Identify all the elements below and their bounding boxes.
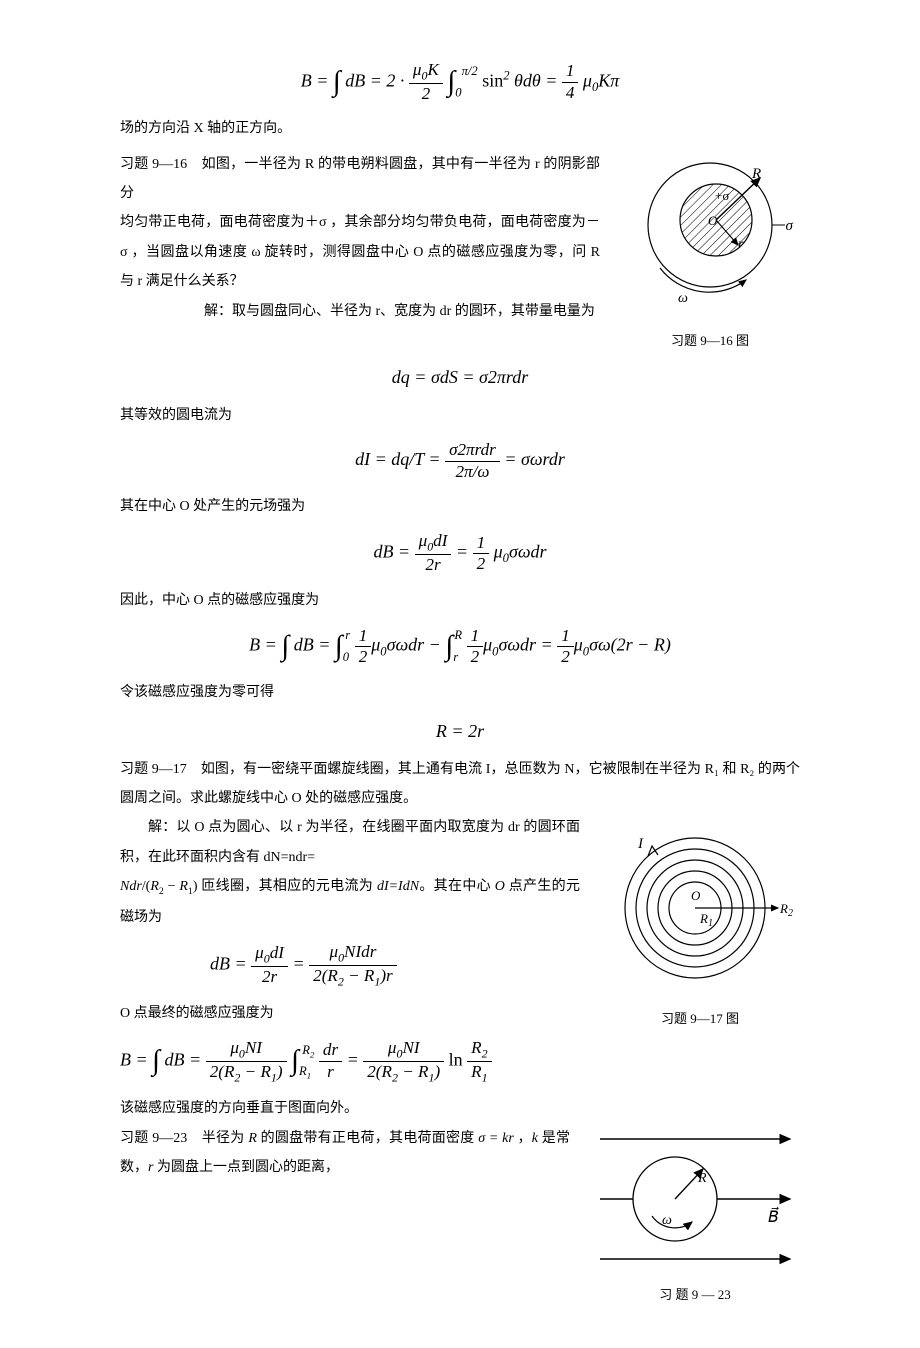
equation-1: B = ∫ dB = 2 · μ0K2 ∫0π/2 sin2 θdθ = 14 … <box>120 60 800 104</box>
svg-text:I: I <box>637 836 644 852</box>
svg-text:−σ: −σ <box>777 218 793 234</box>
svg-text:ω: ω <box>678 291 688 306</box>
problem-9-17-title: 习题 9—17 <box>120 762 187 777</box>
svg-text:+σ: +σ <box>715 188 729 203</box>
para-equiv-current: 其等效的圆电流为 <box>120 401 800 430</box>
svg-text:R: R <box>697 1171 707 1186</box>
figure-9-17: O R1 R2 I 习题 9—17 图 <box>600 818 800 1032</box>
problem-9-23-title: 习题 9—23 <box>120 1131 187 1146</box>
figure-9-23: R ω B⃗ 习 题 9 — 23 <box>590 1124 800 1308</box>
problem-9-17-text: 习题 9—17 如图，有一密绕平面螺旋线圈，其上通有电流 I，总匝数为 N，它被… <box>120 755 800 814</box>
para-center-field: 其在中心 O 处产生的元场强为 <box>120 492 800 521</box>
figure-9-16: R r O +σ −σ ω 习题 9—16 图 <box>620 150 800 354</box>
para-set-zero: 令该磁感应强度为零可得 <box>120 678 800 707</box>
equation-3: dI = dq/T = σ2πrdr2π/ω = σωrdr <box>120 440 800 482</box>
equation-2: dq = σdS = σ2πrdr <box>120 364 800 391</box>
svg-text:O: O <box>708 213 718 228</box>
para-perpendicular: 该磁感应强度的方向垂直于图面向外。 <box>120 1094 800 1123</box>
svg-text:R1: R1 <box>699 911 713 929</box>
equation-4: dB = μ0dI2r = 12 μ0σωdr <box>120 531 800 575</box>
svg-text:B⃗: B⃗ <box>768 1206 779 1226</box>
figure-9-17-caption: 习题 9—17 图 <box>600 1006 800 1032</box>
figure-9-23-caption: 习 题 9 — 23 <box>590 1282 800 1308</box>
svg-text:R: R <box>751 166 761 182</box>
equation-5: B = ∫ dB = ∫0r 12μ0σωdr − ∫rR 12μ0σωdr =… <box>120 625 800 668</box>
para-direction: 场的方向沿 X 轴的正方向。 <box>120 114 800 143</box>
svg-text:ω: ω <box>662 1213 672 1228</box>
equation-8: B = ∫ dB = μ0NI2(R2 − R1) ∫R1R2 drr = μ0… <box>120 1038 800 1085</box>
svg-text:R2: R2 <box>779 901 793 919</box>
svg-text:r: r <box>738 237 744 252</box>
para-therefore: 因此，中心 O 点的磁感应强度为 <box>120 586 800 615</box>
svg-text:O: O <box>691 888 701 903</box>
figure-9-16-caption: 习题 9—16 图 <box>620 328 800 354</box>
problem-9-16-title: 习题 9—16 <box>120 157 187 172</box>
equation-6: R = 2r <box>120 718 800 745</box>
